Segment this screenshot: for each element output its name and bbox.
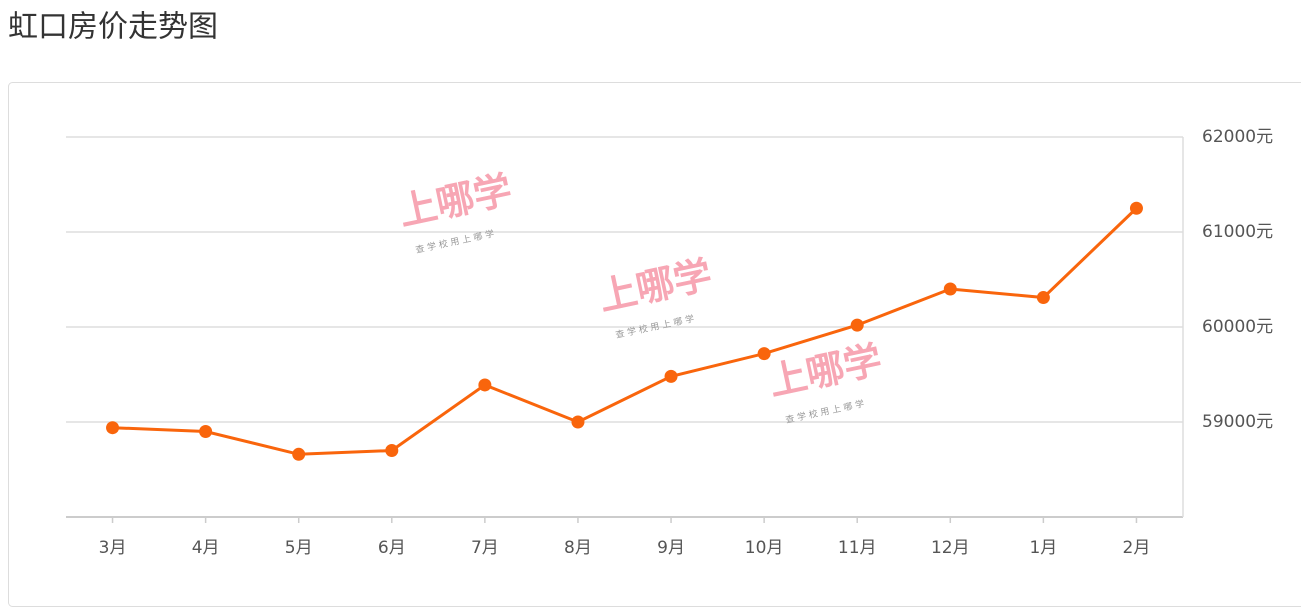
x-tick-label: 6月 — [378, 538, 406, 558]
data-point — [1036, 291, 1050, 305]
chart-title: 虹口房价走势图 — [8, 10, 218, 45]
y-tick-label: 61000元 — [1202, 222, 1273, 242]
y-tick-label: 60000元 — [1202, 317, 1273, 337]
data-point — [292, 447, 306, 461]
x-tick-label: 7月 — [471, 538, 499, 558]
x-tick-label: 9月 — [657, 538, 685, 558]
y-tick-label: 59000元 — [1202, 412, 1273, 432]
x-tick-label: 1月 — [1029, 538, 1057, 558]
x-tick-label: 12月 — [931, 538, 970, 558]
data-point — [1129, 201, 1143, 215]
x-tick-label: 3月 — [99, 538, 127, 558]
data-point — [571, 415, 585, 429]
data-point — [850, 318, 864, 332]
x-tick-label: 10月 — [745, 538, 784, 558]
x-tick-label: 4月 — [192, 538, 220, 558]
x-tick-label: 8月 — [564, 538, 592, 558]
data-point — [757, 347, 771, 361]
data-point — [106, 421, 120, 435]
data-point — [385, 444, 399, 457]
x-tick-label: 2月 — [1123, 538, 1151, 558]
data-point — [664, 369, 678, 383]
data-point — [478, 378, 492, 392]
data-point — [199, 425, 213, 438]
series-line — [112, 207, 1138, 456]
x-tick-label: 5月 — [285, 538, 313, 558]
y-tick-label: 62000元 — [1202, 127, 1273, 147]
x-tick-label: 11月 — [838, 538, 877, 558]
data-point — [943, 282, 957, 296]
chart-panel — [8, 82, 1301, 607]
